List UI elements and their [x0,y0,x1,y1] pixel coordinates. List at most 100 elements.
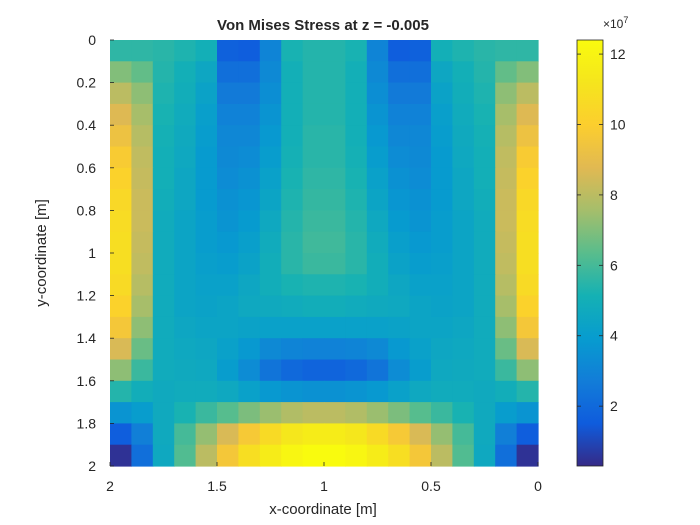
heatmap-cell [366,423,389,446]
colorbar-tick-label: 12 [610,46,626,62]
heatmap-cell [281,423,304,446]
heatmap-cell [495,274,518,297]
heatmap-cell [431,359,453,382]
heatmap-cell [495,380,518,403]
heatmap-cell [431,231,453,254]
heatmap-cell [366,274,389,297]
heatmap-cell [302,338,325,361]
heatmap-cell [324,380,346,403]
heatmap-cell [131,103,154,126]
heatmap-cell [217,167,239,190]
heatmap-cell [195,231,218,254]
heatmap-cell [452,338,475,361]
heatmap-cell [409,316,432,339]
heatmap-cell [110,359,132,382]
heatmap-cell [516,274,539,297]
heatmap-cell [473,167,496,190]
heatmap-cell [217,444,239,467]
heatmap-cell [473,103,496,126]
heatmap-cell [452,167,475,190]
heatmap-cell [281,295,304,318]
heatmap-cell [302,103,325,126]
heatmap-cell [431,82,453,105]
heatmap-cell [473,253,496,275]
x-axis-label: x-coordinate [m] [269,501,377,518]
heatmap-cell [195,359,218,382]
heatmap-cell [131,40,154,62]
heatmap-cell [281,380,304,403]
heatmap-cell [409,380,432,403]
heatmap-cell [431,274,453,297]
heatmap-cell [345,40,368,62]
heatmap-cell [110,210,132,233]
heatmap-cell [388,125,411,148]
heatmap-cell [259,82,282,105]
heatmap-cell [452,40,475,62]
heatmap-cell [409,103,432,126]
heatmap-cell [409,167,432,190]
heatmap-cell [473,210,496,233]
heatmap-cell [195,40,218,62]
heatmap-cell [324,338,346,361]
heatmap-cell [473,82,496,105]
heatmap-cells [110,40,539,467]
heatmap-cell [473,40,496,62]
heatmap-cell [281,444,304,467]
heatmap-cell [452,231,475,254]
heatmap-cell [345,103,368,126]
heatmap-cell [345,295,368,318]
heatmap-cell [152,295,175,318]
heatmap-cell [195,82,218,105]
heatmap-cell [238,210,261,233]
heatmap-cell [195,316,218,339]
heatmap-cell [195,103,218,126]
y-tick-label: 1.4 [77,330,97,346]
heatmap-cell [217,210,239,233]
heatmap-cell [110,61,132,84]
heatmap-cell [473,380,496,403]
heatmap-cell [516,359,539,382]
x-tick-label: 2 [106,478,114,494]
heatmap-cell [281,61,304,84]
heatmap-cell [217,316,239,339]
colorbar-tick-label: 6 [610,257,618,273]
heatmap-cell [152,402,175,424]
heatmap-cell [473,359,496,382]
heatmap-cell [409,82,432,105]
heatmap-cell [431,167,453,190]
heatmap-cell [409,359,432,382]
heatmap-cell [259,253,282,275]
heatmap-cell [238,82,261,105]
heatmap-cell [431,125,453,148]
heatmap-cell [409,423,432,446]
heatmap-cell [174,103,197,126]
heatmap-cell [388,316,411,339]
heatmap-cell [431,444,453,467]
heatmap-cell [302,402,325,424]
heatmap-cell [131,444,154,467]
heatmap-cell [281,359,304,382]
colorbar-ticks: 2 4 6 8 10 12 [577,46,626,414]
heatmap-cell [152,61,175,84]
heatmap-cell [516,380,539,403]
heatmap-cell [324,40,346,62]
heatmap-cell [152,423,175,446]
heatmap-cell [238,402,261,424]
heatmap-cell [431,295,453,318]
heatmap-cell [302,61,325,84]
heatmap-cell [217,253,239,275]
heatmap-cell [174,359,197,382]
heatmap-cell [345,210,368,233]
heatmap-cell [302,316,325,339]
heatmap-cell [516,231,539,254]
heatmap-cell [195,423,218,446]
heatmap-cell [131,61,154,84]
heatmap-cell [217,61,239,84]
heatmap-cell [152,210,175,233]
heatmap-cell [516,444,539,467]
heatmap-cell [495,125,518,148]
heatmap-cell [473,402,496,424]
heatmap-cell [110,295,132,318]
heatmap-cell [452,295,475,318]
